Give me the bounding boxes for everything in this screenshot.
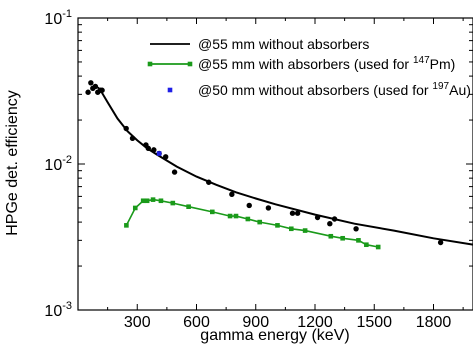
legend-entry: @55 mm without absorbers	[150, 36, 369, 52]
x-tick-label: 900	[242, 314, 269, 331]
data-point	[265, 205, 272, 211]
legend-label: @50 mm without absorbers (used for 197Au…	[198, 81, 471, 98]
data-point	[92, 83, 99, 90]
series-points	[85, 80, 444, 246]
x-tick-label: 600	[183, 314, 210, 331]
data-point-square	[302, 228, 308, 233]
data-point	[294, 210, 301, 216]
x-tick-label: 300	[124, 314, 151, 331]
legend: @55 mm without absorbers @55 mm with abso…	[147, 36, 471, 98]
data-point	[246, 202, 252, 209]
data-point-square	[144, 198, 150, 204]
data-point-square	[227, 213, 233, 219]
data-point-square	[340, 235, 345, 241]
y-tick-label: 10-3	[44, 300, 72, 320]
axis-layer: 300 600 900 1200 1500 1800 10-3 10-2 10-1	[44, 8, 473, 331]
data-point-square	[140, 198, 146, 204]
series-line-markers	[124, 197, 381, 250]
legend-entry: @50 mm without absorbers (used for 197Au…	[167, 81, 471, 98]
data-point-square	[257, 219, 262, 225]
series-layer	[85, 80, 473, 250]
data-point-square	[156, 151, 162, 156]
y-tick-label: 10-2	[44, 154, 72, 174]
legend-marker	[187, 61, 193, 67]
data-point-square	[158, 198, 164, 204]
x-tick-label: 1200	[297, 314, 333, 331]
data-point	[171, 169, 178, 175]
data-point	[327, 221, 333, 227]
data-point-square	[245, 216, 251, 222]
data-point-square	[356, 238, 361, 243]
x-tick-label: 1800	[416, 314, 452, 331]
data-point-square	[275, 223, 280, 228]
series-points-square	[156, 151, 162, 156]
data-point-square	[289, 226, 294, 232]
data-point-square	[186, 204, 191, 209]
y-axis-label: HPGe det. efficiency	[4, 90, 21, 236]
data-point	[289, 210, 296, 216]
data-point-square	[233, 213, 239, 219]
x-tick-label: 1500	[356, 314, 392, 331]
fit-curve	[97, 86, 473, 246]
data-point-square	[150, 197, 156, 202]
data-point	[353, 226, 359, 232]
legend-label: @55 mm without absorbers	[198, 36, 369, 52]
data-point-square	[328, 233, 334, 239]
legend-marker	[147, 61, 153, 67]
data-point-square	[124, 223, 129, 228]
data-point-square	[210, 209, 215, 215]
data-point-square	[132, 205, 138, 211]
data-point	[88, 80, 94, 86]
legend-entry: @55 mm with absorbers (used for 147Pm)	[147, 55, 455, 72]
y-tick-label: 10-1	[44, 8, 72, 28]
data-point-square	[375, 244, 381, 250]
legend-marker	[167, 87, 173, 93]
data-point	[437, 239, 444, 246]
data-point-square	[170, 200, 176, 206]
x-axis-label: gamma energy (keV)	[200, 327, 349, 344]
data-point-square	[364, 242, 369, 248]
data-point	[229, 191, 235, 198]
data-point	[85, 89, 91, 95]
series-fit	[97, 86, 473, 246]
legend-label: @55 mm with absorbers (used for 147Pm)	[198, 55, 455, 72]
